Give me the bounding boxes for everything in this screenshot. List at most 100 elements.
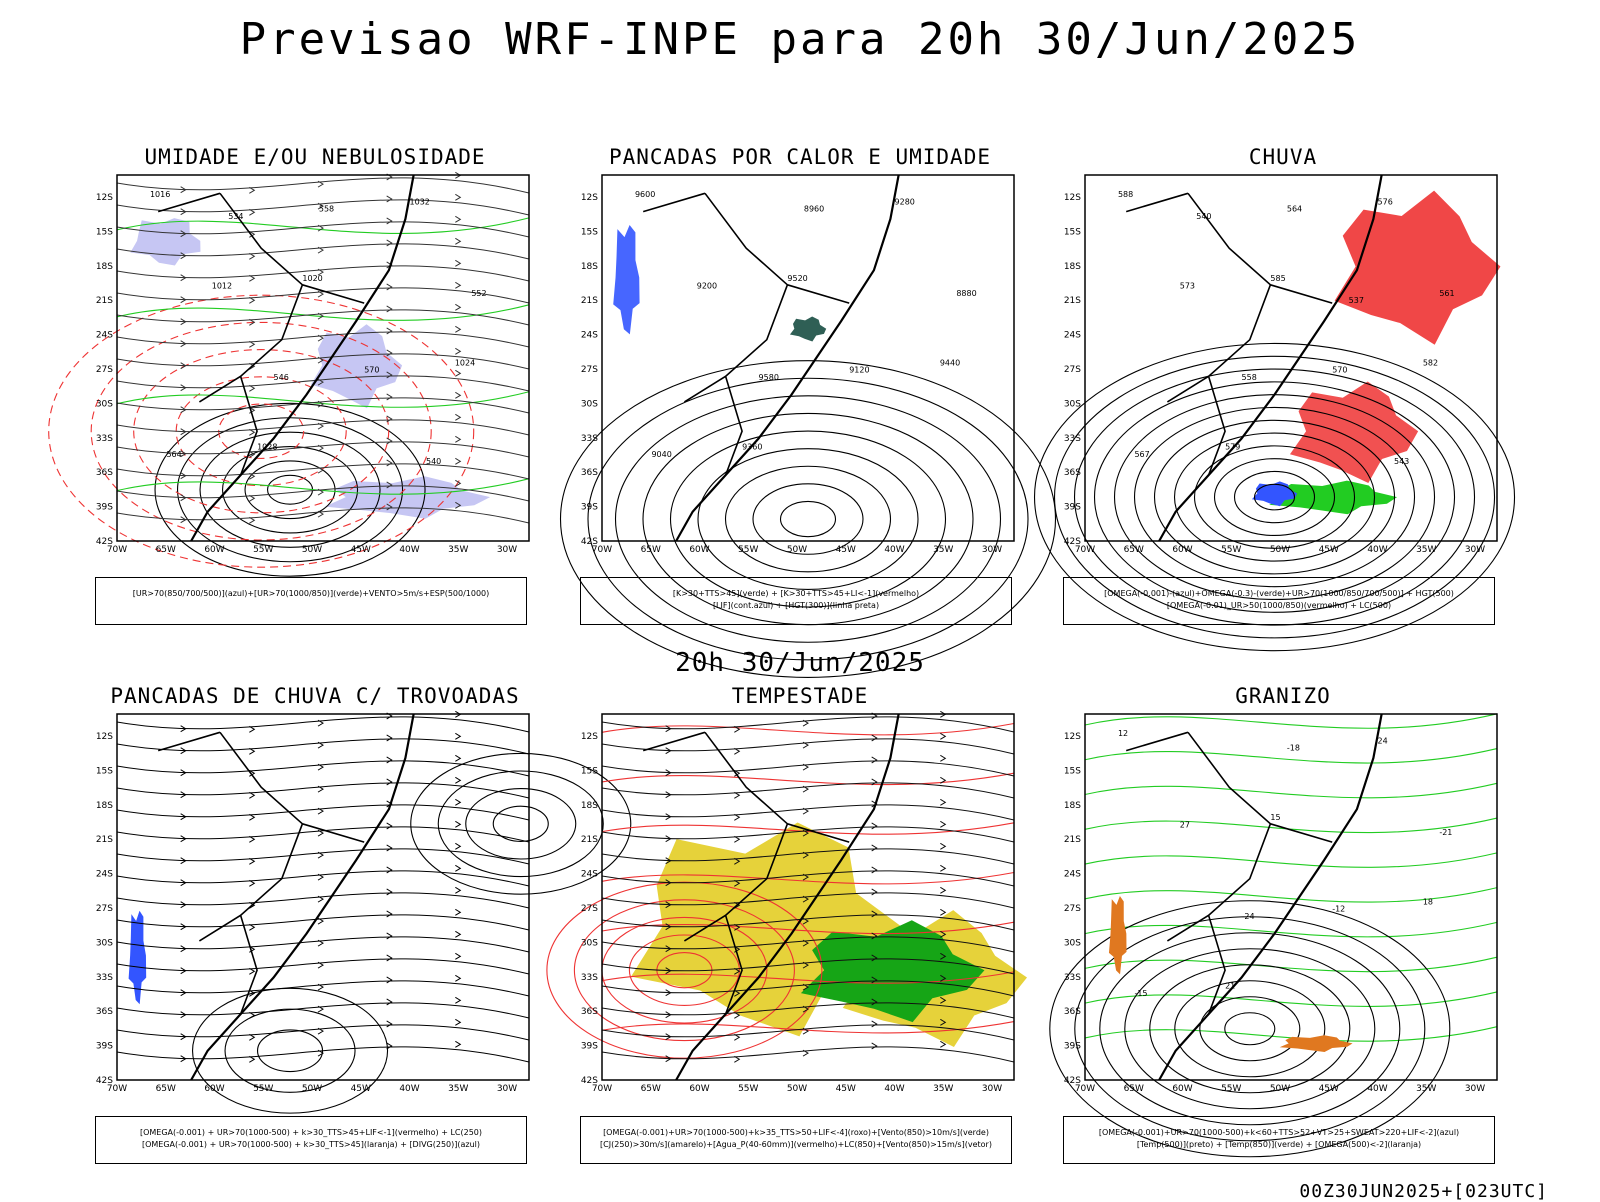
streamline-arrow: [249, 725, 256, 733]
streamline-arrow: [940, 820, 947, 828]
streamline-arrow: [180, 791, 187, 799]
lat-tick-label: 33S: [96, 434, 113, 444]
streamline-arrow: [249, 296, 256, 304]
streamline-arrow: [317, 873, 324, 881]
lat-tick-label: 15S: [581, 227, 598, 237]
streamline-arrow: [317, 1027, 324, 1035]
contour-label: 570: [364, 366, 379, 375]
lon-tick-label: 35W: [1416, 545, 1436, 555]
contour-label: 9200: [697, 281, 717, 290]
streamline-arrow: [665, 989, 672, 997]
country-borders: [642, 192, 850, 476]
wind-streamline: [116, 914, 530, 931]
lat-tick-label: 24S: [1064, 870, 1081, 880]
lat-tick-label: 12S: [96, 732, 113, 742]
wind-streamline: [116, 870, 530, 887]
instability-area: [789, 316, 827, 342]
wind-streamline: [116, 397, 530, 414]
streamline-arrow: [734, 989, 741, 997]
legend-line: [OMEGA(-0.01)_UR>50(1000/850)(vermelho) …: [1166, 601, 1392, 610]
streamline-arrow: [249, 769, 256, 777]
lat-tick-label: 42S: [1064, 537, 1081, 547]
lon-tick-label: 55W: [738, 545, 758, 555]
lat-tick-label: 42S: [581, 537, 598, 547]
streamline-arrow: [940, 908, 947, 916]
isobar: [154, 402, 426, 577]
lat-tick-label: 15S: [96, 227, 113, 237]
lon-tick-label: 45W: [1319, 1084, 1339, 1094]
wind-streamline: [116, 804, 530, 821]
legend-line: [OMEGA(-0.001) + UR>70(1000-500) + k>30_…: [139, 1128, 483, 1137]
lat-tick-label: 27S: [1064, 904, 1081, 914]
streamline-arrow: [665, 769, 672, 777]
lon-tick-label: 35W: [933, 1084, 953, 1094]
streamline-arrow: [317, 785, 324, 793]
streamline-arrow: [249, 340, 256, 348]
streamline-arrow: [940, 1018, 947, 1026]
streamline-arrow: [386, 844, 393, 852]
streamline-arrow: [317, 488, 324, 496]
temp850-contour-green: [1084, 887, 1498, 903]
streamline-circle: [256, 1029, 324, 1073]
streamline-arrow: [386, 239, 393, 247]
lon-tick-label: 30W: [1465, 1084, 1485, 1094]
contour-label: 12: [1118, 729, 1128, 738]
lat-tick-label: 42S: [1064, 1076, 1081, 1086]
streamline-arrow: [386, 459, 393, 467]
contour-label: 9280: [895, 197, 915, 206]
wind-vector: [601, 760, 1015, 777]
streamline-arrow: [386, 756, 393, 764]
contour-label: 588: [1118, 190, 1133, 199]
geopotential-contour: [779, 500, 837, 538]
streamline-arrow: [871, 778, 878, 786]
streamline-arrow: [455, 798, 462, 806]
contour-label: 21: [1225, 982, 1235, 991]
water-contour-red: [601, 971, 1015, 984]
streamline-arrow: [317, 202, 324, 210]
lon-tick-label: 55W: [253, 545, 273, 555]
streamline-arrow: [386, 327, 393, 335]
lat-tick-label: 21S: [581, 835, 598, 845]
lat-tick-label: 30S: [1064, 399, 1081, 409]
panel-title: CHUVA: [1248, 145, 1318, 169]
streamline-arrow: [180, 967, 187, 975]
lat-tick-label: 36S: [96, 1007, 113, 1017]
map-frame: [601, 174, 1015, 542]
streamline-arrow: [317, 444, 324, 452]
streamline-arrow: [386, 976, 393, 984]
streamline-arrow: [386, 932, 393, 940]
temp500-contour: [1049, 900, 1451, 1158]
streamline-arrow: [386, 910, 393, 918]
contour-label: 543: [1394, 457, 1409, 466]
wind-vector: [601, 848, 1015, 865]
lon-tick-label: 50W: [787, 1084, 807, 1094]
temp850-contour-green: [1084, 852, 1498, 868]
streamline-arrow: [180, 296, 187, 304]
contour-label: 564: [1287, 205, 1302, 214]
lat-tick-label: 42S: [581, 1076, 598, 1086]
streamline-arrow: [386, 998, 393, 1006]
lat-tick-label: 12S: [581, 193, 598, 203]
thickness-contour: [133, 349, 390, 514]
lon-tick-label: 40W: [399, 545, 419, 555]
humidity-contour-green: [116, 478, 530, 495]
streamline-arrow: [180, 1055, 187, 1063]
streamline-arrow: [940, 930, 947, 938]
streamline-circle: [224, 1008, 356, 1093]
lon-tick-label: 70W: [1075, 545, 1095, 555]
wind-streamline: [116, 309, 530, 326]
streamline-arrow: [180, 725, 187, 733]
lon-tick-label: 45W: [836, 545, 856, 555]
legend-box: [OMEGA(-0.001) + UR>70(1000-500) + k>30_…: [95, 1116, 527, 1164]
lat-tick-label: 42S: [96, 1076, 113, 1086]
lon-tick-label: 60W: [204, 1084, 224, 1094]
streamline-arrow: [940, 864, 947, 872]
map-pancadas-calor: 9600952094409360928092009120904089608880…: [559, 174, 1057, 678]
streamline-arrow: [386, 195, 393, 203]
temp850-contour-green: [1084, 713, 1498, 729]
panel-trovoadas: PANCADAS DE CHUVA C/ TROVOADAS 12S 15S 18S…: [95, 684, 632, 1164]
contour-label: 558: [1242, 373, 1257, 382]
panel-title: TEMPESTADE: [731, 684, 869, 708]
streamline-arrow: [455, 886, 462, 894]
